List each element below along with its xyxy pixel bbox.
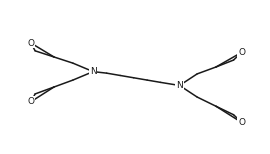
- Text: O: O: [28, 39, 35, 48]
- Text: N: N: [90, 67, 97, 76]
- Text: O: O: [238, 48, 245, 57]
- Text: N: N: [176, 81, 183, 90]
- Text: O: O: [28, 97, 35, 106]
- Text: O: O: [238, 118, 245, 127]
